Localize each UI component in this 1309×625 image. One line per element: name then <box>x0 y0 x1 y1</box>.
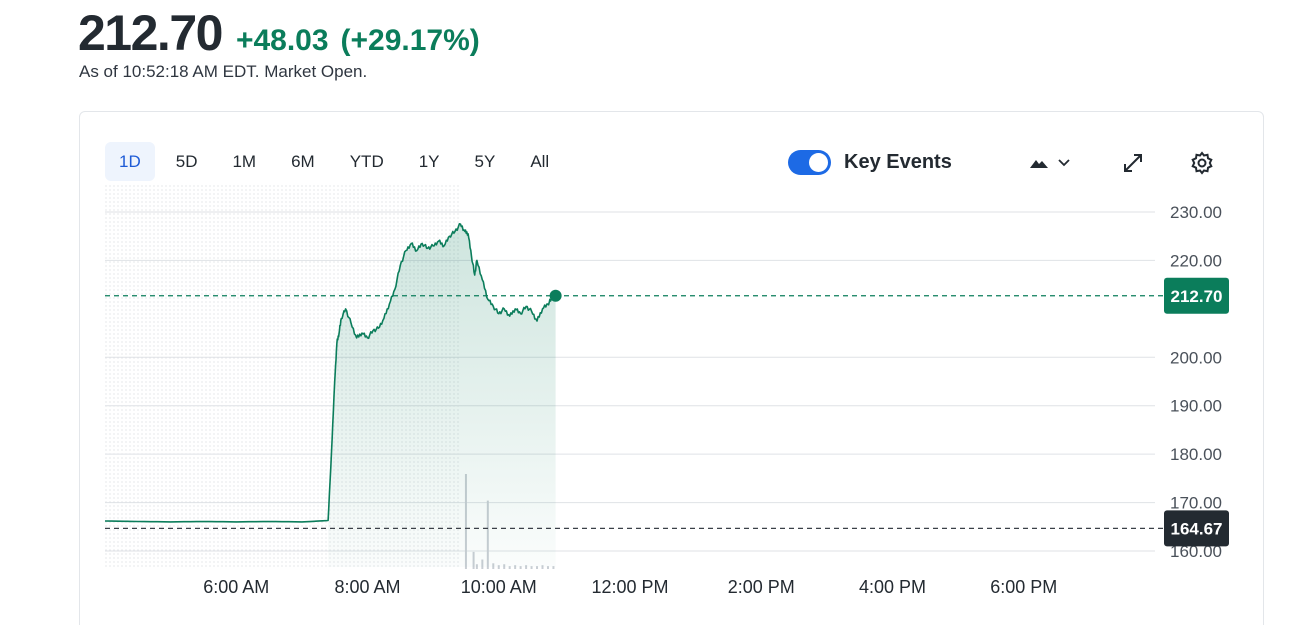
volume-bar <box>508 566 511 569</box>
x-tick-label: 8:00 AM <box>334 577 400 597</box>
last-price-marker <box>549 289 562 302</box>
volume-bar <box>552 566 555 569</box>
y-tick-label: 230.00 <box>1170 203 1222 222</box>
x-tick-label: 6:00 AM <box>203 577 269 597</box>
toggle-switch[interactable] <box>788 150 831 175</box>
current-price: 212.70 <box>78 5 223 61</box>
previous-close-tag: 164.67 <box>1164 510 1229 547</box>
current-price-tag: 212.70 <box>1164 277 1229 314</box>
settings-button[interactable] <box>1189 150 1215 176</box>
price-line <box>104 223 557 523</box>
range-5d[interactable]: 5D <box>175 151 198 171</box>
x-tick-label: 4:00 PM <box>859 577 926 597</box>
x-tick-label: 2:00 PM <box>728 577 795 597</box>
range-1d[interactable]: 1D <box>105 142 155 181</box>
quote-header: 212.70 +48.03 (+29.17%) <box>78 4 480 62</box>
range-6m[interactable]: 6M <box>291 151 315 171</box>
range-1m[interactable]: 1M <box>232 151 257 171</box>
volume-bar <box>541 565 544 569</box>
market-status: As of 10:52:18 AM EDT. Market Open. <box>79 62 368 81</box>
x-axis: 6:00 AM 8:00 AM 10:00 AM 12:00 PM 2:00 PM 4:0… <box>203 577 1057 597</box>
volume-bar <box>536 566 539 569</box>
volume-bar <box>546 566 549 569</box>
gear-icon <box>1191 151 1213 175</box>
key-events-label: Key Events <box>844 151 952 173</box>
previous-close-tag-label: 164.67 <box>1171 519 1223 538</box>
y-axis: 230.00 220.00 200.00 190.00 180.00 170.00 160.… <box>1170 203 1222 561</box>
price-change: +48.03 <box>235 24 329 57</box>
chart-type-button[interactable] <box>1026 150 1078 176</box>
y-tick-label: 220.00 <box>1170 251 1222 270</box>
x-tick-label: 6:00 PM <box>990 577 1057 597</box>
volume-bar <box>514 565 517 569</box>
y-tick-label: 160.00 <box>1170 542 1222 561</box>
y-tick-label: 190.00 <box>1170 397 1222 416</box>
x-tick-label: 12:00 PM <box>591 577 668 597</box>
volume-bar <box>519 566 522 569</box>
range-5y[interactable]: 5Y <box>474 151 496 171</box>
range-1y[interactable]: 1Y <box>418 151 440 171</box>
volume-bar <box>525 565 528 569</box>
expand-icon <box>1124 154 1142 172</box>
x-tick-label: 10:00 AM <box>461 577 537 597</box>
range-all[interactable]: All <box>530 151 550 171</box>
volume-bar <box>497 565 500 569</box>
volume-bar <box>530 566 533 569</box>
mountain-chart-icon <box>1030 159 1070 168</box>
current-price-tag-label: 212.70 <box>1171 287 1223 306</box>
gridlines <box>105 211 1155 552</box>
y-tick-label: 180.00 <box>1170 445 1222 464</box>
key-events-toggle[interactable]: Key Events <box>788 150 952 175</box>
range-selector: 1D 5D 1M 6M YTD 1Y 5Y All <box>105 142 570 181</box>
range-ytd[interactable]: YTD <box>349 151 384 171</box>
y-tick-label: 170.00 <box>1170 494 1222 513</box>
price-change-percent: (+29.17%) <box>340 24 480 57</box>
y-tick-label: 200.00 <box>1170 348 1222 367</box>
expand-button[interactable] <box>1120 150 1146 176</box>
price-area <box>328 224 556 567</box>
